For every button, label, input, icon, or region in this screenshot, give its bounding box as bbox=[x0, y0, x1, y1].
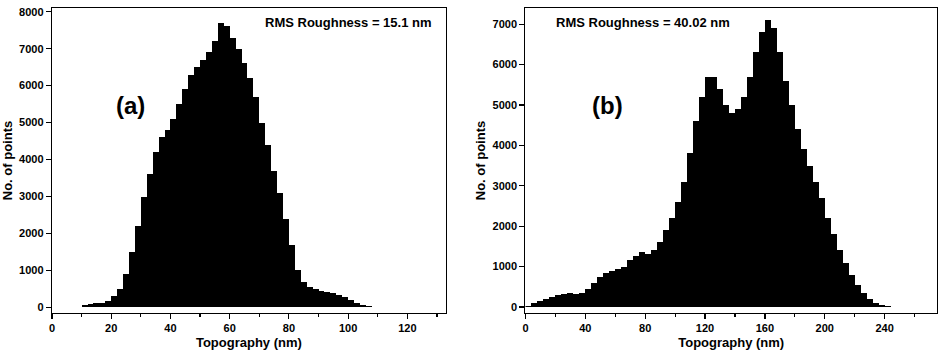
svg-text:0: 0 bbox=[522, 322, 528, 334]
svg-text:4000: 4000 bbox=[19, 153, 43, 165]
svg-text:200: 200 bbox=[816, 322, 834, 334]
svg-text:4000: 4000 bbox=[493, 139, 517, 151]
svg-text:No. of points: No. of points bbox=[473, 121, 488, 200]
svg-text:(a): (a) bbox=[116, 92, 145, 119]
svg-text:6000: 6000 bbox=[493, 58, 517, 70]
svg-text:3000: 3000 bbox=[493, 180, 517, 192]
svg-text:(b): (b) bbox=[592, 92, 623, 119]
svg-text:1000: 1000 bbox=[19, 264, 43, 276]
svg-text:2000: 2000 bbox=[493, 220, 517, 232]
svg-text:20: 20 bbox=[105, 322, 117, 334]
svg-text:1000: 1000 bbox=[493, 260, 517, 272]
svg-text:60: 60 bbox=[224, 322, 236, 334]
svg-text:160: 160 bbox=[756, 322, 774, 334]
svg-text:7000: 7000 bbox=[493, 18, 517, 30]
svg-text:40: 40 bbox=[579, 322, 591, 334]
svg-text:2000: 2000 bbox=[19, 227, 43, 239]
svg-text:0: 0 bbox=[37, 301, 43, 313]
svg-text:6000: 6000 bbox=[19, 79, 43, 91]
svg-text:No. of points: No. of points bbox=[0, 121, 15, 200]
svg-text:0: 0 bbox=[49, 322, 55, 334]
svg-text:40: 40 bbox=[164, 322, 176, 334]
svg-text:7000: 7000 bbox=[19, 43, 43, 55]
svg-text:5000: 5000 bbox=[19, 116, 43, 128]
svg-text:0: 0 bbox=[511, 301, 517, 313]
svg-text:RMS Roughness = 15.1 nm: RMS Roughness = 15.1 nm bbox=[265, 15, 432, 30]
svg-text:5000: 5000 bbox=[493, 99, 517, 111]
svg-text:8000: 8000 bbox=[19, 6, 43, 18]
svg-text:120: 120 bbox=[696, 322, 714, 334]
svg-text:80: 80 bbox=[283, 322, 295, 334]
svg-text:120: 120 bbox=[398, 322, 416, 334]
svg-text:240: 240 bbox=[875, 322, 893, 334]
svg-text:100: 100 bbox=[339, 322, 357, 334]
svg-text:Topography (nm): Topography (nm) bbox=[678, 335, 784, 350]
svg-text:80: 80 bbox=[639, 322, 651, 334]
svg-text:Topography (nm): Topography (nm) bbox=[196, 335, 302, 350]
svg-text:3000: 3000 bbox=[19, 190, 43, 202]
svg-text:RMS Roughness = 40.02 nm: RMS Roughness = 40.02 nm bbox=[556, 15, 730, 30]
